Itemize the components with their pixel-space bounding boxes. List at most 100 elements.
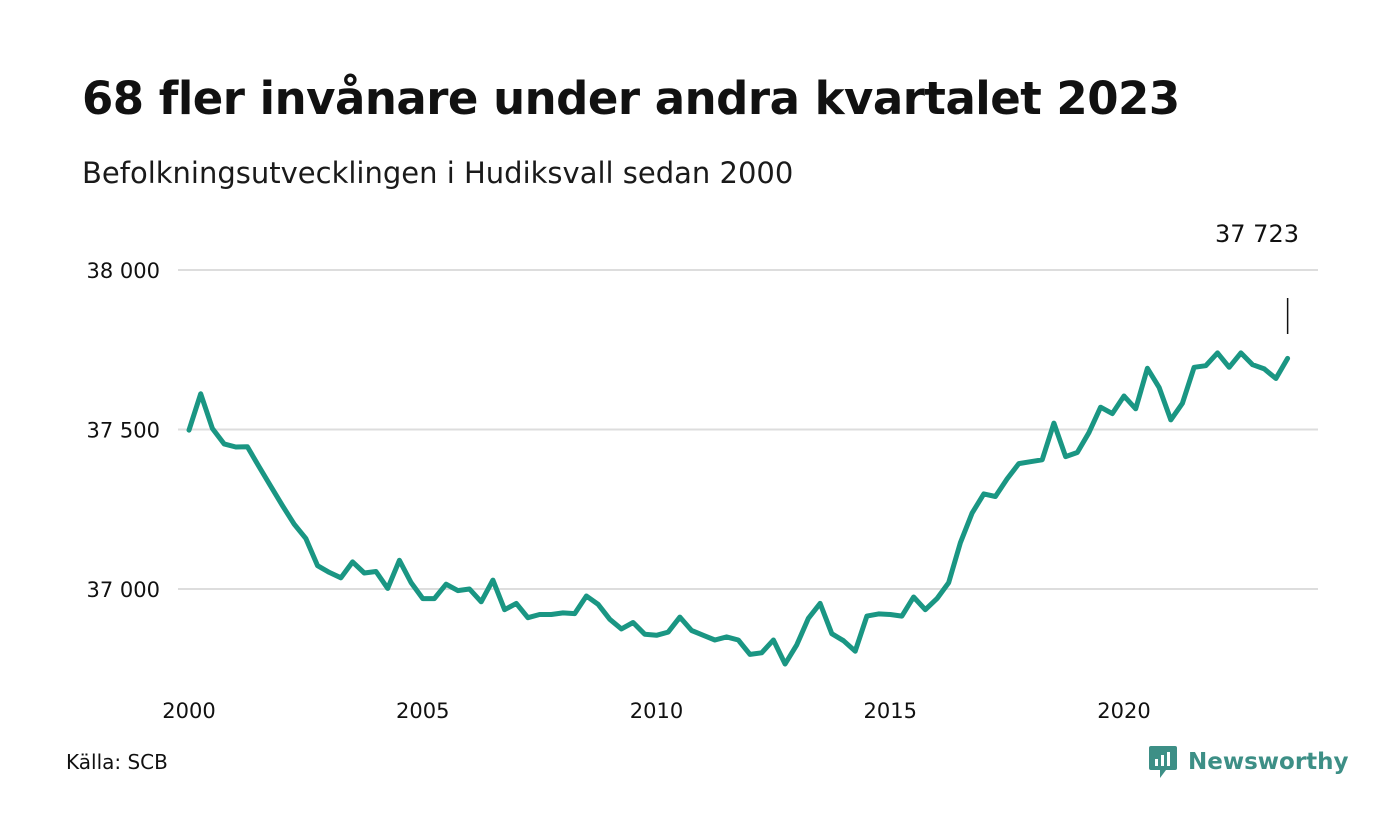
- data-point: [888, 612, 893, 617]
- data-point: [794, 642, 799, 647]
- data-point: [783, 662, 788, 667]
- source-note: Källa: SCB: [66, 750, 168, 774]
- data-point: [397, 558, 402, 563]
- data-point: [818, 601, 823, 606]
- data-point: [292, 522, 297, 527]
- data-point: [210, 426, 215, 431]
- x-tick-label: 2020: [1097, 699, 1150, 723]
- data-point: [490, 578, 495, 583]
- data-point: [222, 441, 227, 446]
- data-point: [327, 570, 332, 575]
- data-point: [1273, 376, 1278, 381]
- series-layer: [186, 350, 1291, 667]
- data-point: [1262, 366, 1267, 371]
- data-point: [561, 610, 566, 615]
- data-point: [736, 638, 741, 643]
- data-point: [1063, 454, 1068, 459]
- data-point: [432, 596, 437, 601]
- data-point: [1086, 430, 1091, 435]
- data-point: [1028, 459, 1033, 464]
- data-point: [338, 575, 343, 580]
- data-point: [853, 649, 858, 654]
- data-point: [303, 536, 308, 541]
- data-point: [970, 511, 975, 516]
- data-point: [502, 607, 507, 612]
- y-tick-label: 37 000: [87, 578, 160, 602]
- data-point: [1040, 457, 1045, 462]
- data-point: [444, 582, 449, 587]
- data-point: [806, 616, 811, 621]
- data-point: [935, 596, 940, 601]
- data-point: [1098, 405, 1103, 410]
- data-point: [923, 607, 928, 612]
- data-point: [876, 611, 881, 616]
- data-point: [409, 580, 414, 585]
- data-point: [385, 586, 390, 591]
- data-point: [607, 617, 612, 622]
- data-point: [631, 620, 636, 625]
- data-point: [315, 563, 320, 568]
- x-axis-ticks: 2000 2005 2010 2015 2020: [162, 699, 1150, 723]
- data-point: [362, 571, 367, 576]
- data-point: [864, 614, 869, 619]
- data-point: [1250, 362, 1255, 367]
- data-point: [467, 587, 472, 592]
- data-point: [257, 464, 262, 469]
- x-tick-label: 2010: [630, 699, 683, 723]
- data-point: [584, 594, 589, 599]
- newsworthy-logo-icon: [1149, 746, 1177, 778]
- data-point: [1075, 450, 1080, 455]
- x-tick-label: 2005: [396, 699, 449, 723]
- data-point: [771, 638, 776, 643]
- data-point: [374, 569, 379, 574]
- data-point: [642, 632, 647, 637]
- data-point: [1285, 356, 1290, 361]
- data-point: [724, 634, 729, 639]
- data-point: [666, 630, 671, 635]
- series-line: [186, 350, 1291, 667]
- data-point: [420, 596, 425, 601]
- y-tick-label: 38 000: [87, 259, 160, 283]
- data-point: [572, 611, 577, 616]
- data-point: [689, 628, 694, 633]
- data-point: [1227, 365, 1232, 370]
- data-point: [1215, 350, 1220, 355]
- annotation-layer: 37 723: [1215, 220, 1299, 334]
- data-point: [1016, 461, 1021, 466]
- data-point: [187, 428, 192, 433]
- data-point: [1238, 350, 1243, 355]
- data-point: [1051, 421, 1056, 426]
- data-point: [350, 559, 355, 564]
- chart-subtitle: Befolkningsutvecklingen i Hudiksvall sed…: [82, 156, 794, 190]
- y-tick-label: 37 500: [87, 419, 160, 443]
- data-point: [549, 612, 554, 617]
- y-axis-ticks: 37 000 37 500 38 000: [87, 259, 160, 602]
- data-point: [981, 491, 986, 496]
- gridlines: [178, 269, 1318, 590]
- data-point: [280, 503, 285, 508]
- data-point: [946, 580, 951, 585]
- annotation-label: 37 723: [1215, 220, 1299, 248]
- data-point: [1157, 385, 1162, 390]
- data-point: [712, 638, 717, 643]
- data-point: [911, 595, 916, 600]
- data-point: [1168, 417, 1173, 422]
- data-point: [701, 633, 706, 638]
- data-point: [479, 599, 484, 604]
- data-point: [537, 612, 542, 617]
- data-point: [654, 633, 659, 638]
- data-point: [1203, 363, 1208, 368]
- data-point: [1005, 476, 1010, 481]
- data-point: [596, 602, 601, 607]
- data-point: [958, 540, 963, 545]
- data-point: [899, 614, 904, 619]
- data-point: [525, 615, 530, 620]
- data-point: [759, 650, 764, 655]
- data-point: [268, 484, 273, 489]
- data-point: [677, 615, 682, 620]
- data-point: [619, 626, 624, 631]
- data-point: [245, 444, 250, 449]
- data-point: [1110, 411, 1115, 416]
- data-point: [455, 588, 460, 593]
- data-point: [829, 631, 834, 636]
